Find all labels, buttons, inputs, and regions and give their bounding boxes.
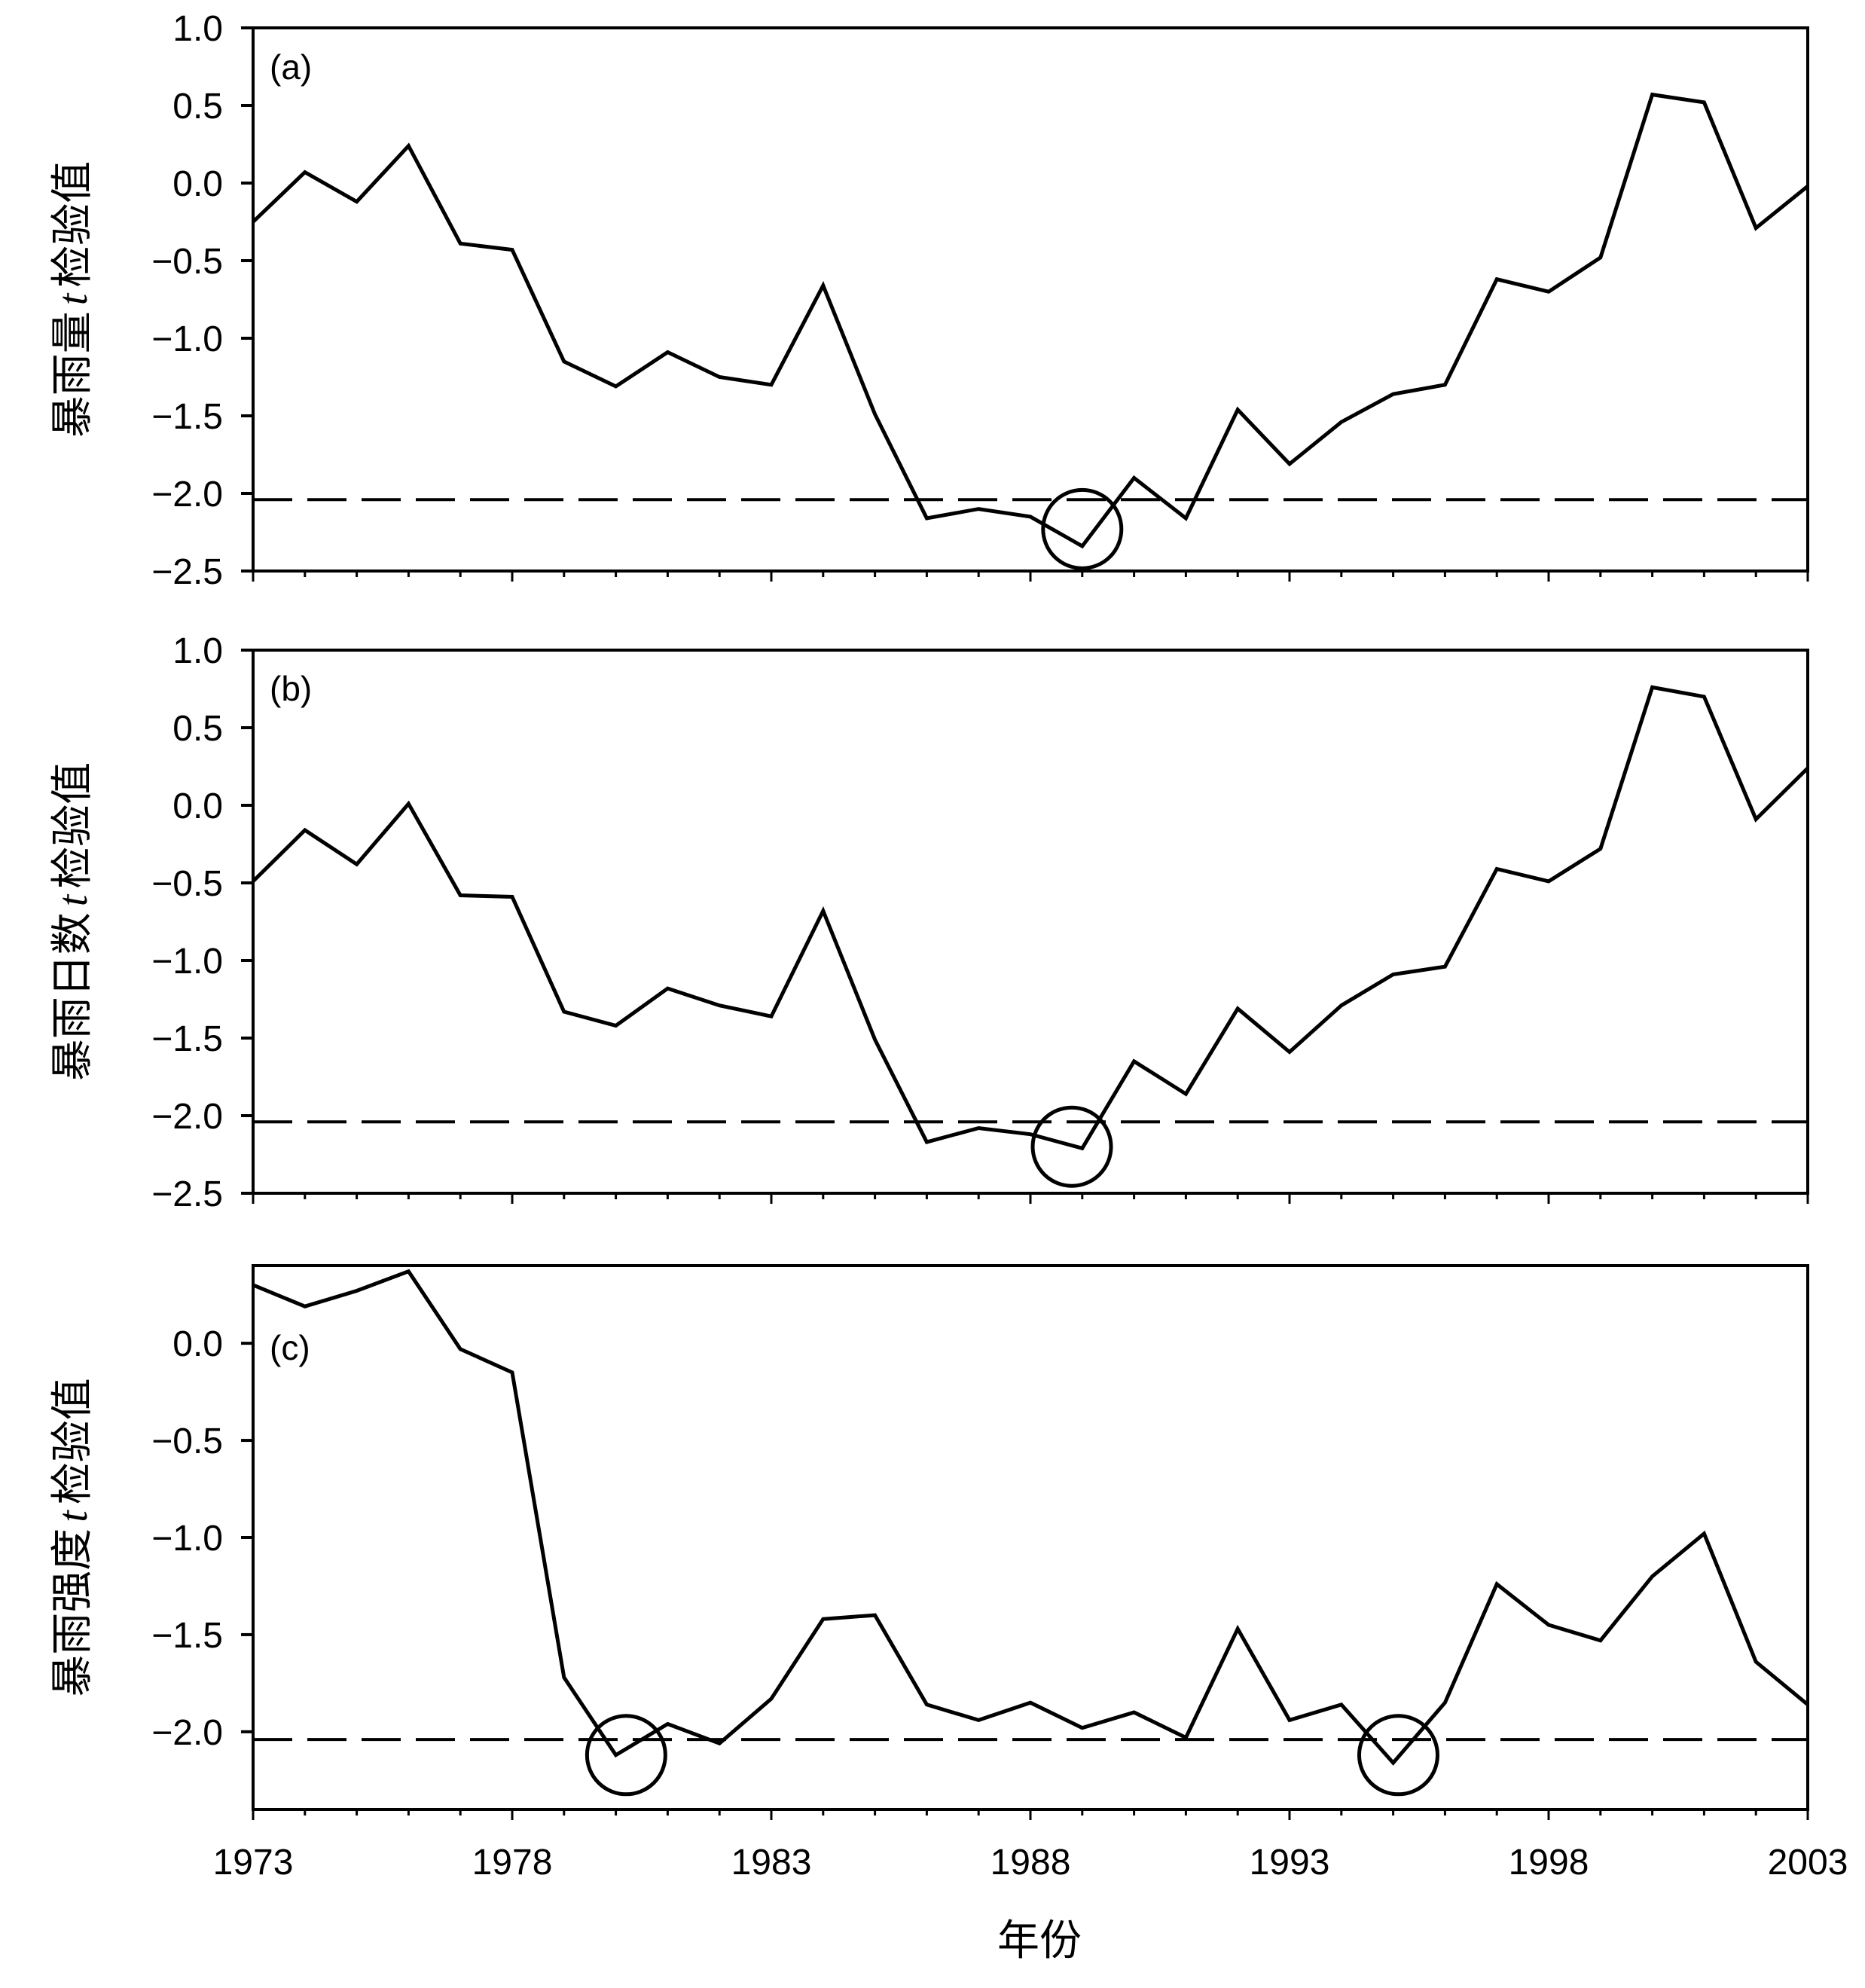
panel-b-series-line <box>252 685 1809 1151</box>
panel-a-y-tick-label: 0.0 <box>172 164 223 204</box>
panel-c-panel-label: (c) <box>270 1328 310 1367</box>
panel-a-y-tick-label: −0.5 <box>151 242 223 282</box>
panel-a-y-tick-label: 1.0 <box>172 9 223 49</box>
x-tick-label: 1983 <box>731 1843 812 1883</box>
panel-c-y-axis-title-prefix: 暴雨强度 <box>48 1528 97 1697</box>
panel-a-series-line <box>252 92 1809 549</box>
panel-b-y-tick-label: −2.0 <box>151 1097 223 1137</box>
panel-c-y-tick-label: −2.0 <box>151 1713 223 1753</box>
panel-b-highlight-circle <box>1030 1105 1113 1188</box>
panel-c-y-axis-title-t: t <box>50 1510 96 1522</box>
x-axis: 1973 1978 1983 1988 1993 1998 2003 <box>213 1843 1848 1883</box>
panel-b-y-tick-label: 0.5 <box>172 709 223 749</box>
panel-b-y-axis-title-prefix: 暴雨日数 <box>48 912 97 1081</box>
x-tick-label: 1978 <box>472 1843 553 1883</box>
panel-c-y-tick-label: 0.0 <box>172 1324 223 1364</box>
panel-b-plot-frame <box>252 649 1809 1195</box>
x-tick-label: 1993 <box>1250 1843 1330 1883</box>
panel-a-y-axis-title-suffix: 检验值 <box>48 161 97 288</box>
panel-c-plot-frame <box>252 1264 1809 1811</box>
x-tick-label: 1973 <box>213 1843 294 1883</box>
panel-c-y-tick-label: −0.5 <box>151 1422 223 1461</box>
panel-a-highlight-circle <box>1041 487 1124 570</box>
panel-b-y-tick-label: −0.5 <box>151 864 223 904</box>
panel-a-panel-label: (a) <box>270 47 312 87</box>
panel-c-y-axis-title: 暴雨强度 t 检验值 <box>48 1378 97 1697</box>
panel-b-y-axis-title-t: t <box>50 893 96 906</box>
panel-a-y-tick-label: −2.5 <box>151 552 223 592</box>
panel-c-y-tick-label: −1.5 <box>151 1616 223 1656</box>
panel-c-y-axis-title-suffix: 检验值 <box>48 1378 97 1504</box>
panel-a-y-axis-title-prefix: 暴雨量 <box>48 311 97 438</box>
panel-a-y-tick-label: −1.0 <box>151 319 223 359</box>
panel-b-y-axis-title: 暴雨日数 t 检验值 <box>48 762 97 1082</box>
panel-a-y-tick-label: 0.5 <box>172 87 223 127</box>
panel-a-plot-frame <box>252 26 1809 573</box>
panel-b-y-tick-label: −1.0 <box>151 942 223 982</box>
panel-b: 1.0 0.5 0.0 −0.5 −1.0 −1.5 −2.0 −2.5 (b) 暴雨日数 t 检验值 <box>48 631 1809 1214</box>
panel-b-y-tick-label: −1.5 <box>151 1019 223 1059</box>
panel-c-y-tick-label: −1.0 <box>151 1519 223 1559</box>
panel-a-y-axis-title: 暴雨量 t 检验值 <box>48 161 97 438</box>
panel-b-y-tick-label: 0.0 <box>172 786 223 826</box>
panel-b-y-tick-label: 1.0 <box>172 631 223 671</box>
x-tick-label: 2003 <box>1768 1843 1848 1883</box>
panel-c-highlight-circle <box>1357 1714 1439 1797</box>
panel-a-y-tick-label: −2.0 <box>151 475 223 515</box>
panel-a-y-axis-title-t: t <box>50 292 96 305</box>
x-tick-label: 1988 <box>990 1843 1071 1883</box>
panel-c-highlight-circle <box>585 1714 667 1797</box>
x-tick-label: 1998 <box>1509 1843 1589 1883</box>
panel-b-panel-label: (b) <box>270 669 312 708</box>
panel-c-series-line <box>252 1269 1809 1766</box>
panel-a-y-tick-label: −1.5 <box>151 397 223 437</box>
panel-a: 1.0 0.5 0.0 −0.5 −1.0 −1.5 −2.0 −2.5 (a) 暴雨量 t 检验值 <box>48 9 1809 592</box>
panel-c: 0.0 −0.5 −1.0 −1.5 −2.0 (c) 暴雨强度 t 检验值 <box>48 1264 1809 1820</box>
x-axis-title: 年份 <box>997 1916 1082 1965</box>
panel-b-y-tick-label: −2.5 <box>151 1174 223 1214</box>
panel-b-y-axis-title-suffix: 检验值 <box>48 762 97 889</box>
